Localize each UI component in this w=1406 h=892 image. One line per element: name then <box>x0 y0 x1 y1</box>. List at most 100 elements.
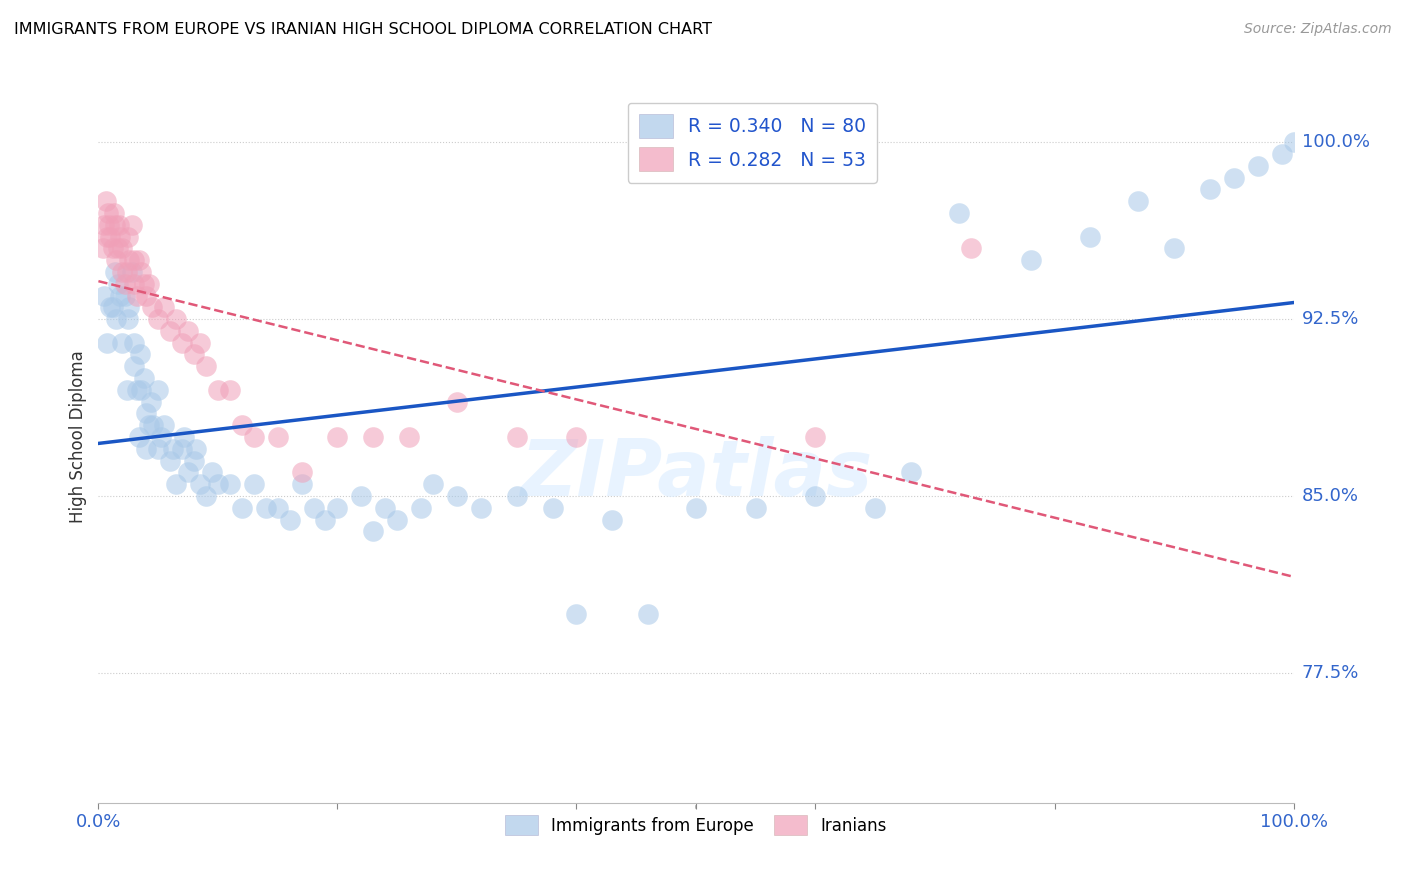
Point <box>131 383 153 397</box>
Point <box>141 301 163 315</box>
Point <box>103 206 125 220</box>
Point <box>565 430 588 444</box>
Point <box>125 383 148 397</box>
Point <box>254 500 277 515</box>
Point <box>128 253 150 268</box>
Point <box>117 229 139 244</box>
Point <box>195 359 218 374</box>
Point <box>98 229 122 244</box>
Text: 92.5%: 92.5% <box>1302 310 1360 328</box>
Point <box>138 277 160 291</box>
Point <box>948 206 970 220</box>
Point <box>201 466 224 480</box>
Point <box>107 241 129 255</box>
Point <box>173 430 195 444</box>
Point <box>291 477 314 491</box>
Point <box>98 301 122 315</box>
Text: 100.0%: 100.0% <box>1302 133 1369 151</box>
Point <box>745 500 768 515</box>
Point <box>1247 159 1270 173</box>
Point <box>135 442 157 456</box>
Point <box>186 442 208 456</box>
Point <box>105 253 128 268</box>
Legend: Immigrants from Europe, Iranians: Immigrants from Europe, Iranians <box>498 808 894 842</box>
Point <box>124 335 146 350</box>
Point <box>162 442 184 456</box>
Point <box>118 301 141 315</box>
Point <box>111 335 134 350</box>
Point <box>267 500 290 515</box>
Point <box>91 241 114 255</box>
Point <box>326 500 349 515</box>
Point <box>107 218 129 232</box>
Point <box>219 477 242 491</box>
Point <box>101 241 124 255</box>
Point <box>685 500 707 515</box>
Text: 85.0%: 85.0% <box>1302 487 1358 505</box>
Point <box>602 513 624 527</box>
Point <box>1223 170 1246 185</box>
Point <box>1199 182 1222 196</box>
Point <box>165 312 187 326</box>
Point <box>111 265 134 279</box>
Point <box>108 288 131 302</box>
Point <box>172 335 194 350</box>
Point <box>326 430 349 444</box>
Point <box>637 607 659 621</box>
Point <box>231 418 253 433</box>
Point <box>1128 194 1150 208</box>
Text: ZIPatlas: ZIPatlas <box>520 435 872 512</box>
Point <box>470 500 492 515</box>
Point <box>165 477 187 491</box>
Point <box>148 442 170 456</box>
Point <box>231 500 253 515</box>
Point <box>411 500 433 515</box>
Point <box>315 513 337 527</box>
Point <box>195 489 218 503</box>
Point <box>101 301 124 315</box>
Point <box>115 265 138 279</box>
Point <box>121 265 143 279</box>
Point <box>153 418 176 433</box>
Point <box>148 312 170 326</box>
Point <box>1282 135 1305 149</box>
Point <box>125 288 148 302</box>
Point <box>302 500 325 515</box>
Point <box>188 335 211 350</box>
Point <box>93 218 115 232</box>
Point <box>960 241 983 255</box>
Point <box>104 218 127 232</box>
Point <box>446 489 468 503</box>
Point <box>865 500 887 515</box>
Point <box>153 301 176 315</box>
Point <box>446 394 468 409</box>
Point <box>93 288 115 302</box>
Point <box>107 277 129 291</box>
Point <box>132 371 155 385</box>
Point <box>115 383 138 397</box>
Point <box>183 453 205 467</box>
Point <box>422 477 444 491</box>
Point <box>291 466 314 480</box>
Point <box>114 277 136 291</box>
Point <box>105 312 128 326</box>
Point <box>172 442 194 456</box>
Point <box>541 500 564 515</box>
Point <box>177 324 200 338</box>
Y-axis label: High School Diploma: High School Diploma <box>69 351 87 524</box>
Text: IMMIGRANTS FROM EUROPE VS IRANIAN HIGH SCHOOL DIPLOMA CORRELATION CHART: IMMIGRANTS FROM EUROPE VS IRANIAN HIGH S… <box>14 22 711 37</box>
Point <box>398 430 420 444</box>
Point <box>135 407 157 421</box>
Point <box>121 218 143 232</box>
Point <box>135 288 157 302</box>
Point <box>129 347 152 361</box>
Point <box>278 513 301 527</box>
Point <box>149 430 172 444</box>
Point <box>219 383 242 397</box>
Point <box>207 477 229 491</box>
Point <box>97 206 120 220</box>
Point <box>132 277 155 291</box>
Point <box>159 453 181 467</box>
Point <box>117 312 139 326</box>
Point <box>177 466 200 480</box>
